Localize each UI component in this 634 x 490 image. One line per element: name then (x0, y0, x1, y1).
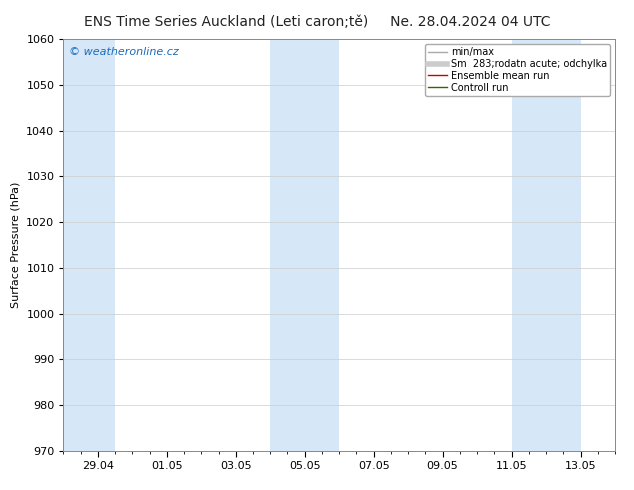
Legend: min/max, Sm  283;rodatn acute; odchylka, Ensemble mean run, Controll run: min/max, Sm 283;rodatn acute; odchylka, … (425, 44, 610, 96)
Bar (63, 39, 115, 451)
Text: ENS Time Series Auckland (Leti caron;tě)     Ne. 28.04.2024 04 UTC: ENS Time Series Auckland (Leti caron;tě)… (84, 15, 550, 29)
Bar (270, 39, 339, 451)
Y-axis label: Surface Pressure (hPa): Surface Pressure (hPa) (11, 182, 21, 308)
Text: © weatheronline.cz: © weatheronline.cz (69, 48, 179, 57)
Bar (512, 39, 581, 451)
